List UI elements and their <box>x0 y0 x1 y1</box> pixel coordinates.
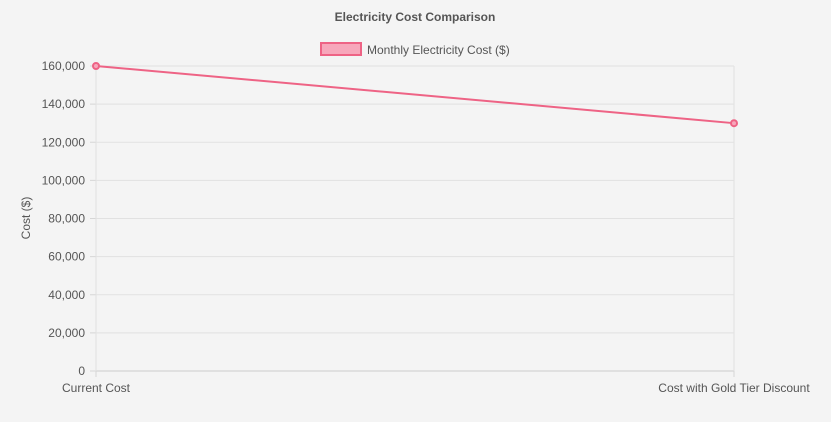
x-tick-label: Cost with Gold Tier Discount <box>658 381 810 395</box>
legend-label: Monthly Electricity Cost ($) <box>367 43 510 57</box>
y-tick-label: 40,000 <box>48 288 85 302</box>
y-axis-label: Cost ($) <box>19 197 33 240</box>
y-tick-label: 160,000 <box>42 59 86 73</box>
gridlines <box>90 65 735 377</box>
x-tick-label: Current Cost <box>62 381 131 395</box>
data-point <box>730 119 738 128</box>
y-tick-label: 20,000 <box>48 326 85 340</box>
y-tick-label: 140,000 <box>42 97 86 111</box>
series-layer <box>92 62 738 128</box>
chart-title: Electricity Cost Comparison <box>335 10 496 24</box>
y-tick-label: 80,000 <box>48 212 85 226</box>
y-tick-label: 0 <box>78 364 85 378</box>
data-point <box>92 62 100 70</box>
tick-labels: 0 20,000 40,000 60,000 80,000 100,000 120,000 1… <box>42 59 811 395</box>
legend[interactable]: Monthly Electricity Cost ($) <box>320 42 510 57</box>
y-tick-label: 60,000 <box>48 250 85 264</box>
legend-swatch <box>320 42 362 56</box>
series-line <box>95 65 735 125</box>
y-tick-label: 120,000 <box>42 135 86 149</box>
y-tick-label: 100,000 <box>42 173 86 187</box>
